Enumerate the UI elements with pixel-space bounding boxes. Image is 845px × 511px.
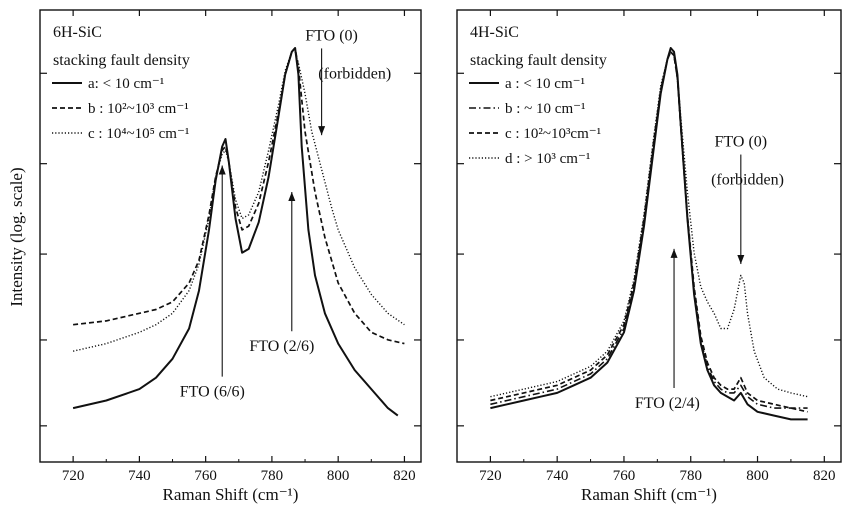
panel-6h-sic: 720 740 760 780 800 820 Raman Shift (cm⁻¹) 6H-S… — [39, 9, 422, 504]
arrow-head — [218, 165, 226, 175]
series-line-c-1 — [490, 50, 808, 413]
x-tick-label: 740 — [128, 468, 151, 484]
x-tick-label: 780 — [679, 468, 702, 484]
series-line-a-1 — [72, 47, 399, 417]
x-tick-label: 820 — [393, 468, 416, 484]
plot-frame — [39, 9, 422, 463]
arrow-head — [737, 255, 745, 265]
x-tick-label: 760 — [613, 468, 636, 484]
series-line-c-1 — [72, 51, 405, 352]
x-tick-label: 720 — [62, 468, 85, 484]
x-tick-label: 820 — [813, 468, 836, 484]
panel-4h-sic: 720 740 760 780 800 820 Raman Shift (cm⁻¹) 4H-S… — [456, 9, 842, 504]
legend-label: b : 10²~10³ cm⁻¹ — [88, 101, 189, 117]
annotation-label: FTO (2/4) — [635, 395, 700, 412]
panel-subtitle: stacking fault density — [53, 52, 190, 69]
annotation-label: FTO (6/6) — [180, 384, 245, 401]
series-line-d-1 — [490, 51, 808, 398]
panel-title: 6H-SiC — [53, 24, 102, 41]
legend-label: a: < 10 cm⁻¹ — [88, 76, 164, 92]
arrow-head — [670, 248, 678, 258]
legend-label: c : 10²~10³cm⁻¹ — [505, 126, 601, 142]
annotation-label: (forbidden) — [711, 171, 784, 188]
x-tick-label: 760 — [194, 468, 217, 484]
legend-label: d : > 10³ cm⁻¹ — [505, 151, 590, 167]
x-tick-label: 780 — [261, 468, 284, 484]
annotation-label: FTO (0) — [715, 134, 768, 151]
annotation-label: (forbidden) — [318, 65, 391, 82]
series-line-b-1 — [73, 47, 405, 345]
plot-frame — [456, 9, 842, 463]
arrow-head — [318, 126, 326, 136]
panel-subtitle: stacking fault density — [470, 52, 607, 69]
arrow-head — [288, 192, 296, 202]
x-tick-label: 800 — [746, 468, 769, 484]
legend-label: c : 10⁴~10⁵ cm⁻¹ — [88, 126, 189, 142]
panel-title: 4H-SiC — [470, 24, 519, 41]
x-tick-label: 740 — [546, 468, 569, 484]
annotation-label: FTO (2/6) — [249, 338, 314, 355]
x-axis-label: Raman Shift (cm⁻¹) — [163, 485, 299, 504]
annotation-label: FTO (0) — [305, 27, 358, 44]
legend-label: a : < 10 cm⁻¹ — [505, 76, 585, 92]
y-axis-label: Intensity (log. scale) — [7, 167, 26, 306]
x-tick-label: 800 — [327, 468, 350, 484]
legend-label: b : ~ 10 cm⁻¹ — [505, 101, 586, 117]
x-axis-label: Raman Shift (cm⁻¹) — [581, 485, 717, 504]
x-tick-label: 720 — [479, 468, 502, 484]
